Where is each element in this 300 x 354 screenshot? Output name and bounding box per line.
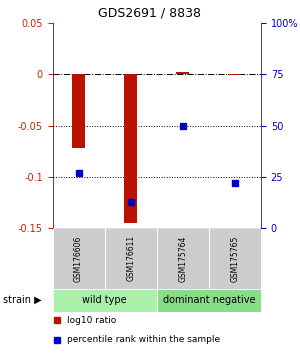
Bar bbox=[176, 72, 189, 74]
Bar bbox=[157, 228, 209, 289]
Bar bbox=[157, 289, 261, 312]
Bar bbox=[105, 228, 157, 289]
Bar bbox=[52, 228, 105, 289]
Bar bbox=[209, 228, 261, 289]
Bar bbox=[228, 74, 242, 75]
Text: GSM176606: GSM176606 bbox=[74, 235, 83, 282]
Text: dominant negative: dominant negative bbox=[163, 295, 255, 305]
Text: GSM176611: GSM176611 bbox=[126, 235, 135, 281]
Text: GDS2691 / 8838: GDS2691 / 8838 bbox=[98, 6, 202, 19]
Text: GSM175764: GSM175764 bbox=[178, 235, 187, 282]
Text: GSM175765: GSM175765 bbox=[230, 235, 239, 282]
Bar bbox=[72, 74, 85, 148]
Text: percentile rank within the sample: percentile rank within the sample bbox=[67, 335, 220, 344]
Bar bbox=[52, 289, 157, 312]
Bar bbox=[124, 74, 137, 223]
Text: strain ▶: strain ▶ bbox=[3, 295, 42, 305]
Text: log10 ratio: log10 ratio bbox=[67, 316, 116, 325]
Text: wild type: wild type bbox=[82, 295, 127, 305]
